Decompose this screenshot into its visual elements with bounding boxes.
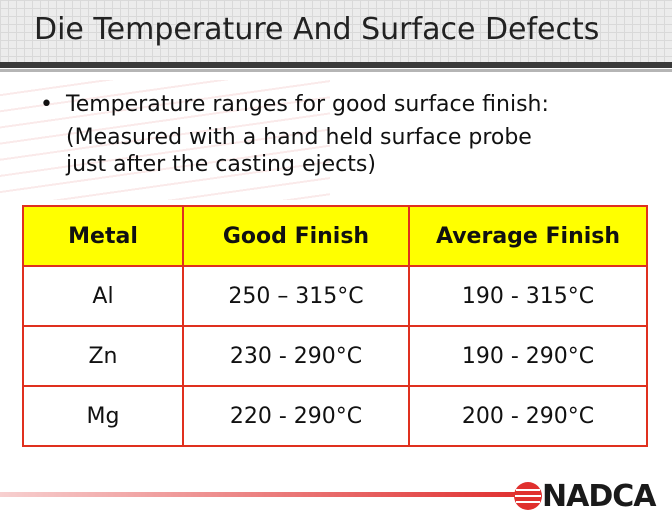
- bullet-marker: •: [40, 92, 53, 117]
- cell: 220 - 290°C: [182, 385, 410, 447]
- bullet-item: • Temperature ranges for good surface fin…: [40, 92, 549, 117]
- cell: 190 - 290°C: [408, 325, 648, 387]
- logo-mark: [514, 482, 542, 510]
- cell: 250 – 315°C: [182, 265, 410, 327]
- data-table: Metal Good Finish Average Finish Al 250 …: [22, 205, 648, 447]
- title-bar: [0, 0, 672, 62]
- cell: 200 - 290°C: [408, 385, 648, 447]
- cell: Mg: [22, 385, 184, 447]
- bullet-text: Temperature ranges for good surface fini…: [66, 92, 549, 117]
- title: Die Temperature And Surface Defects: [34, 12, 600, 47]
- note-line: (Measured with a hand held surface probe: [66, 125, 532, 150]
- footer-rule: [0, 492, 520, 497]
- table-row: Mg 220 - 290°C 200 - 290°C: [22, 385, 648, 447]
- cell: 230 - 290°C: [182, 325, 410, 387]
- header-row: Metal Good Finish Average Finish: [22, 205, 648, 267]
- header-cell: Metal: [22, 205, 184, 267]
- note: (Measured with a hand held surface probe…: [66, 124, 532, 178]
- header-cell: Good Finish: [182, 205, 410, 267]
- background-decoration: [0, 80, 330, 200]
- cell: 190 - 315°C: [408, 265, 648, 327]
- table-row: Zn 230 - 290°C 190 - 290°C: [22, 325, 648, 387]
- logo-text: NADCA: [542, 479, 656, 514]
- header-cell: Average Finish: [408, 205, 648, 267]
- cell: Zn: [22, 325, 184, 387]
- title-rule: [0, 62, 672, 68]
- title-rule: [0, 69, 672, 72]
- note-line: just after the casting ejects): [66, 152, 376, 177]
- table-row: Al 250 – 315°C 190 - 315°C: [22, 265, 648, 327]
- cell: Al: [22, 265, 184, 327]
